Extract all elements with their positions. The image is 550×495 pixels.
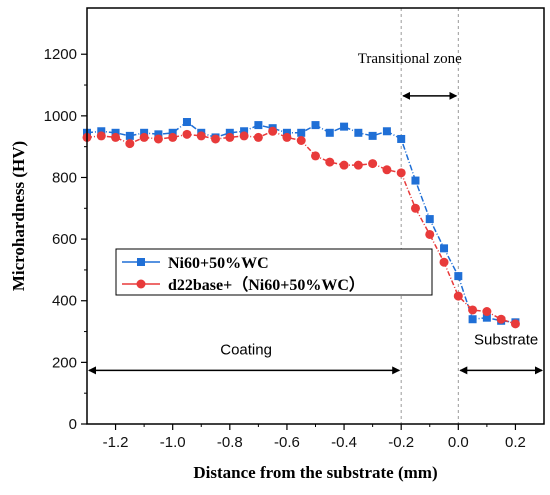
- x-tick-label: 0.0: [448, 434, 469, 451]
- data-point: [254, 121, 263, 130]
- x-tick-label: -0.2: [388, 434, 414, 451]
- y-tick-label: 0: [69, 416, 77, 433]
- data-point: [453, 291, 463, 301]
- data-point: [468, 315, 477, 324]
- y-tick-label: 800: [52, 169, 77, 186]
- data-point: [311, 151, 320, 161]
- data-point: [353, 160, 363, 170]
- x-tick-label: -1.0: [160, 434, 186, 451]
- series-2: [82, 126, 520, 329]
- legend-marker: [136, 279, 146, 289]
- data-point: [182, 118, 191, 127]
- y-tick-label: 600: [52, 231, 77, 248]
- y-tick-label: 1200: [44, 46, 77, 63]
- x-tick-label: -0.4: [331, 434, 357, 451]
- data-point: [154, 130, 163, 139]
- data-point: [282, 132, 292, 142]
- y-tick-label: 200: [52, 354, 77, 371]
- data-point: [196, 131, 206, 141]
- legend-label: d22base+（Ni60+50%WC）: [168, 276, 365, 294]
- annotation-substrate: Substrate: [474, 331, 538, 348]
- data-point: [182, 129, 192, 139]
- legend-box: [115, 248, 433, 296]
- data-point: [168, 132, 178, 142]
- data-point: [454, 272, 463, 281]
- annotations: Transitional zone Coating Substrate: [88, 51, 543, 375]
- data-point: [253, 132, 263, 142]
- data-point: [140, 128, 149, 137]
- data-point: [425, 215, 434, 224]
- data-point: [96, 131, 106, 141]
- data-point: [397, 134, 406, 143]
- series-layer: [82, 118, 520, 329]
- data-point: [410, 203, 420, 213]
- y-axis-title: Microhardness (HV): [9, 141, 28, 291]
- data-point: [311, 121, 320, 130]
- data-point: [340, 122, 349, 131]
- data-point: [482, 307, 492, 317]
- data-point: [411, 176, 420, 185]
- y-tick-label: 1000: [44, 108, 77, 125]
- axes: -1.2 -1.0 -0.8 -0.6 -0.4 -0.2 0.0 0.2 0 200 400 600…: [9, 7, 545, 482]
- data-point: [368, 131, 377, 140]
- data-point: [139, 132, 149, 142]
- data-point: [510, 319, 520, 329]
- data-point: [296, 136, 306, 146]
- data-point: [282, 128, 291, 137]
- x-tick-label: -1.2: [103, 434, 129, 451]
- y-tick-label: 400: [52, 293, 77, 310]
- data-point: [325, 128, 334, 137]
- data-point: [111, 132, 121, 142]
- data-point: [225, 128, 234, 137]
- data-point: [482, 313, 491, 322]
- plot-frame: [86, 7, 545, 425]
- data-point: [240, 127, 249, 136]
- annotation-coating: Coating: [220, 341, 272, 358]
- data-point: [125, 131, 134, 140]
- data-point: [368, 159, 378, 169]
- legend: Ni60+50%WC d22base+（Ni60+50%WC）: [115, 248, 433, 296]
- data-point: [382, 165, 392, 175]
- data-point: [496, 314, 506, 324]
- data-point: [97, 127, 106, 136]
- data-point: [354, 128, 363, 137]
- data-point: [339, 160, 349, 170]
- data-point: [440, 244, 449, 253]
- data-point: [325, 157, 335, 167]
- annotation-transitional-zone: Transitional zone: [358, 51, 462, 67]
- x-axis-title: Distance from the substrate (mm): [193, 463, 437, 482]
- data-point: [439, 257, 449, 267]
- data-point: [396, 168, 406, 178]
- x-tick-label: -0.8: [217, 434, 243, 451]
- data-point: [268, 126, 278, 136]
- data-point: [153, 134, 163, 144]
- data-point: [425, 229, 435, 239]
- data-point: [111, 128, 120, 137]
- legend-item-1: Ni60+50%WC: [122, 255, 269, 272]
- legend-label: Ni60+50%WC: [168, 255, 269, 272]
- x-tick-label: 0.2: [505, 434, 526, 451]
- data-point: [225, 132, 235, 142]
- x-tick-label: -0.6: [274, 434, 300, 451]
- data-point: [468, 305, 478, 315]
- data-point: [382, 127, 391, 136]
- data-point: [168, 128, 177, 137]
- legend-marker: [137, 258, 145, 266]
- legend-item-2: d22base+（Ni60+50%WC）: [122, 276, 365, 294]
- data-point: [125, 139, 135, 149]
- data-point: [297, 128, 306, 137]
- data-point: [239, 131, 249, 141]
- data-point: [211, 134, 221, 144]
